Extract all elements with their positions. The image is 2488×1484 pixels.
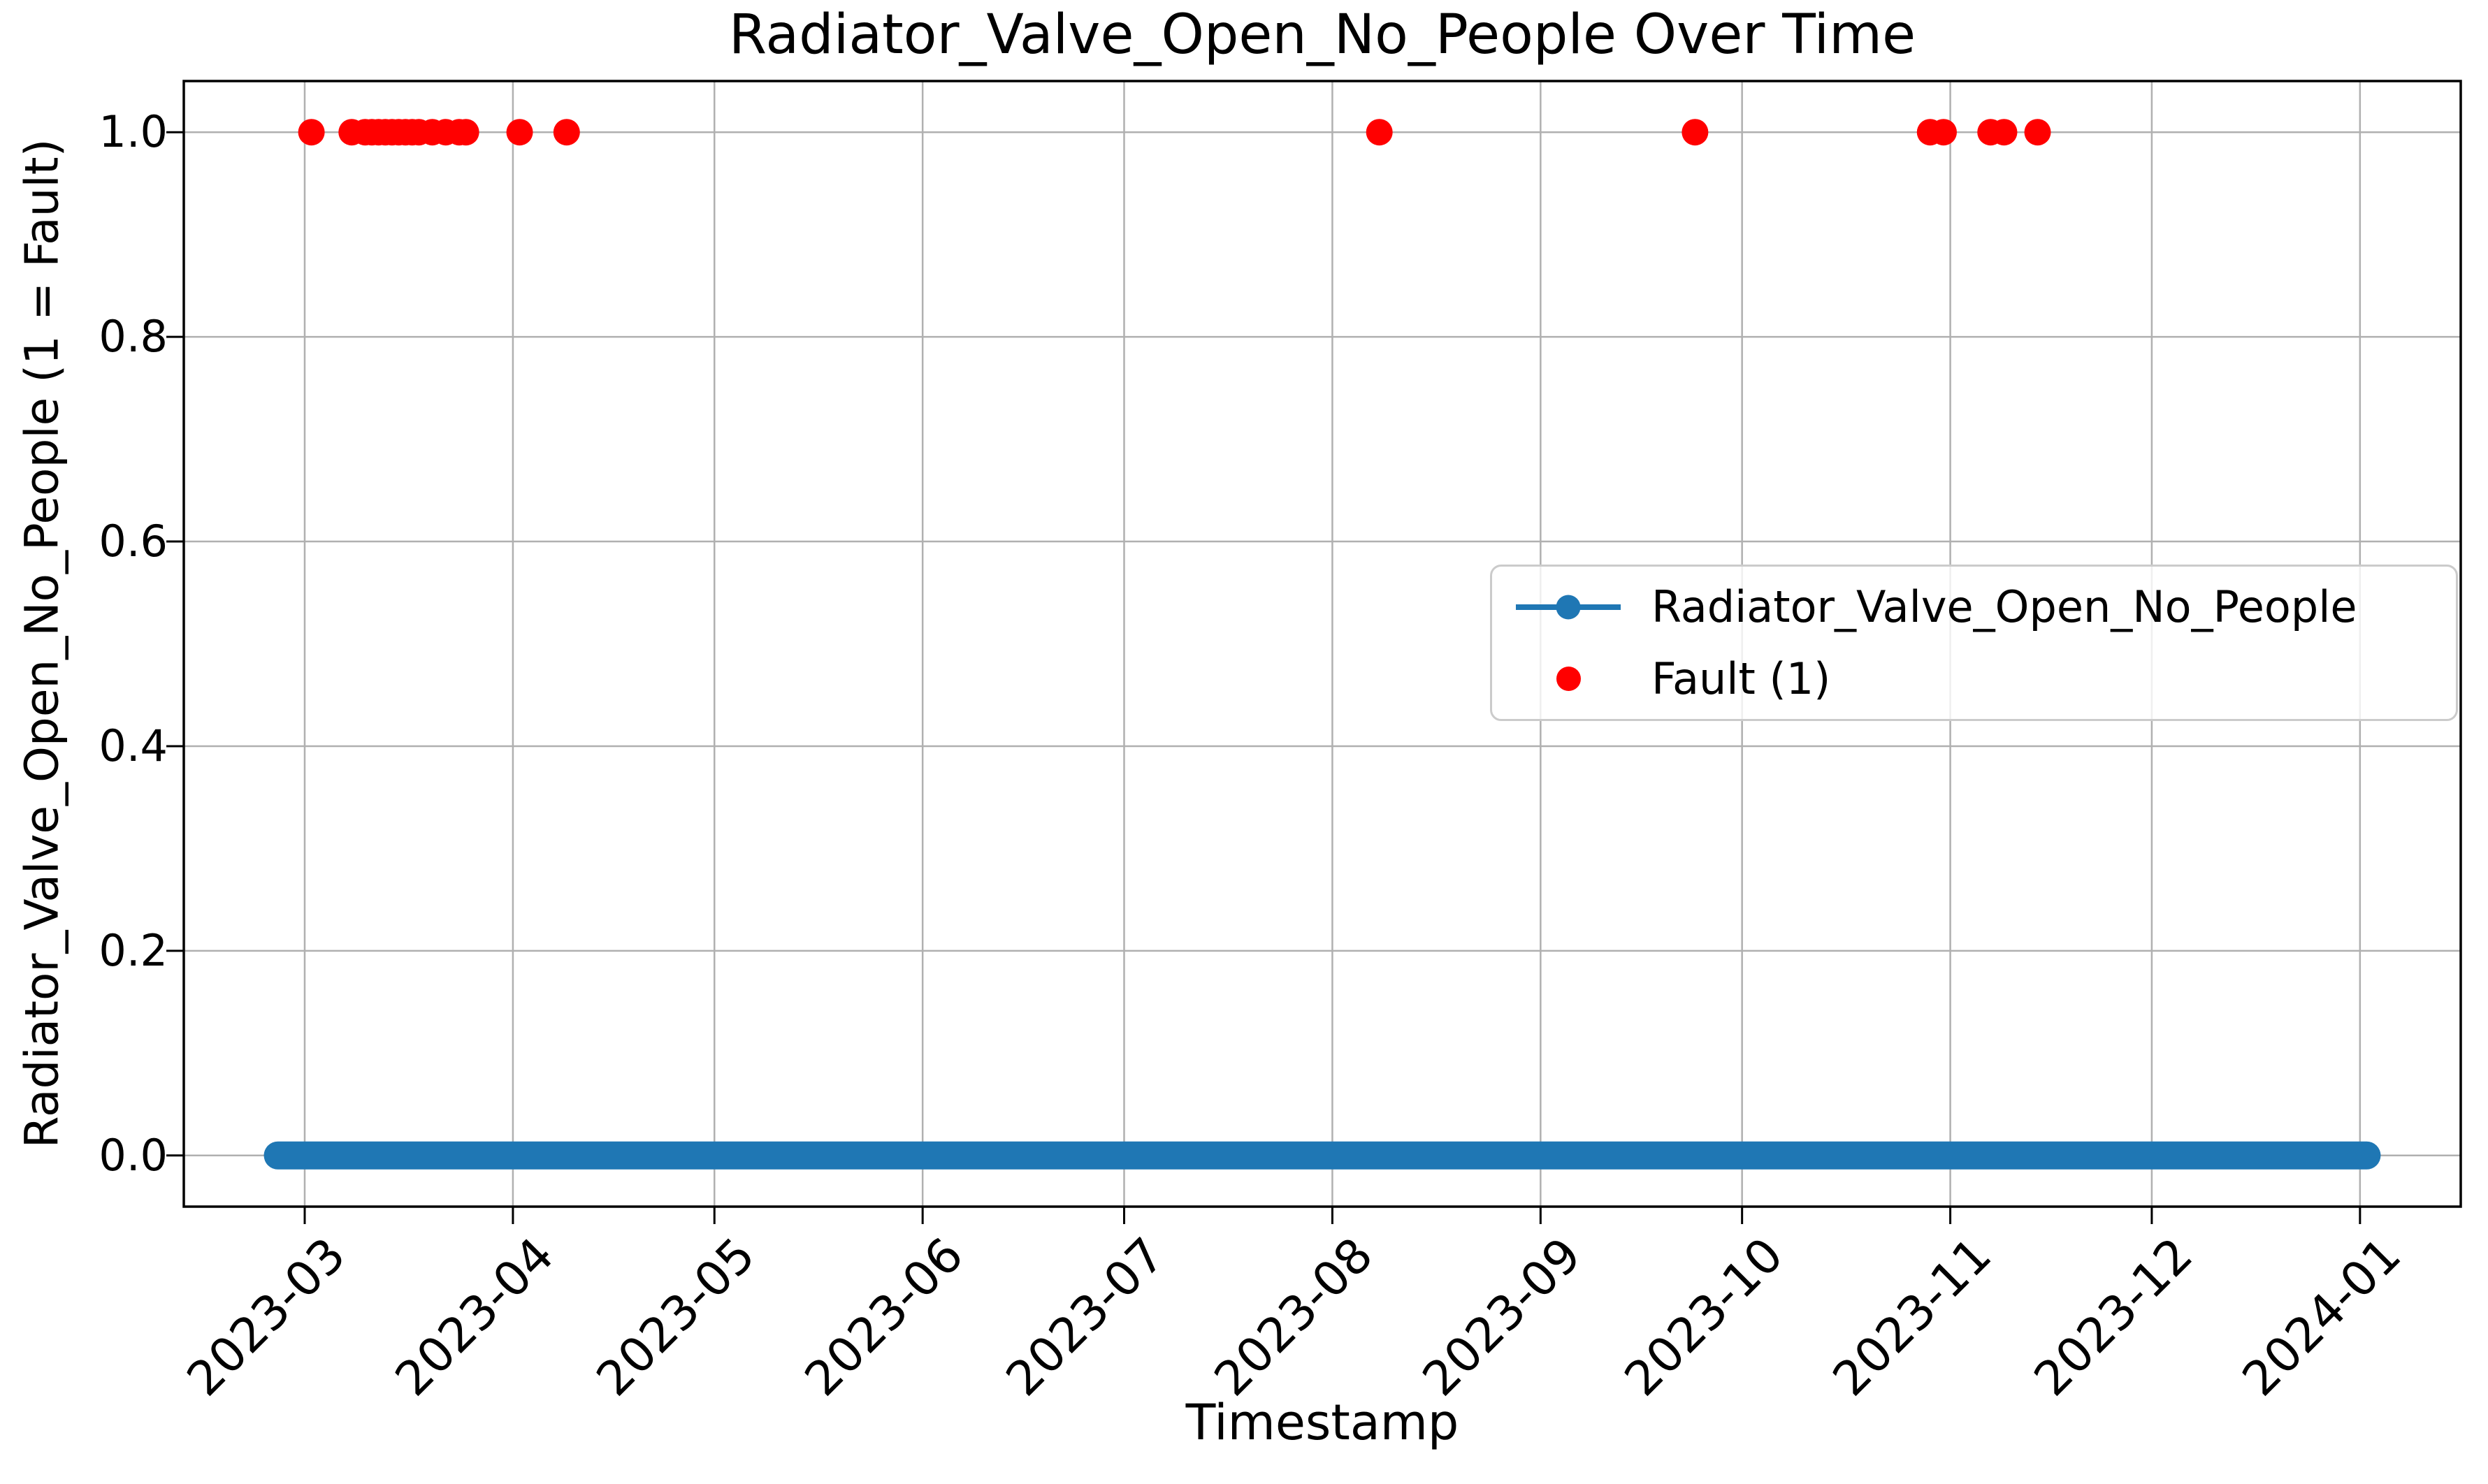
chart-title: Radiator_Valve_Open_No_People Over Time [728,3,1916,66]
fault-point [2024,119,2051,146]
y-tick-label: 0.6 [99,516,168,567]
legend-item-fault: Fault (1) [1516,653,2432,704]
legend: Radiator_Valve_Open_No_People Fault (1) [1490,565,2458,721]
x-axis-label: Timestamp [1185,1394,1459,1451]
y-tick-label: 0.4 [99,720,168,771]
legend-fault-dot-icon [1516,667,1621,692]
fault-point [452,119,479,146]
y-tick-label: 0.2 [99,924,168,976]
fault-point [1681,119,1709,146]
y-axis-label: Radiator_Valve_Open_No_People (1 = Fault… [15,138,69,1149]
fault-point [1366,119,1393,146]
fault-point [553,119,580,146]
fault-point [298,119,325,146]
legend-item-series: Radiator_Valve_Open_No_People [1516,581,2432,632]
fault-point [1930,119,1957,146]
fault-point [506,119,533,146]
plot-border [182,80,2462,1208]
y-tick-label: 1.0 [99,106,168,158]
y-tick-label: 0.0 [99,1129,168,1181]
legend-label-series: Radiator_Valve_Open_No_People [1651,581,2357,632]
y-tick-label: 0.8 [99,311,168,363]
legend-label-fault: Fault (1) [1651,653,1831,704]
legend-line-marker-icon [1516,595,1621,620]
fault-point [1990,119,2018,146]
